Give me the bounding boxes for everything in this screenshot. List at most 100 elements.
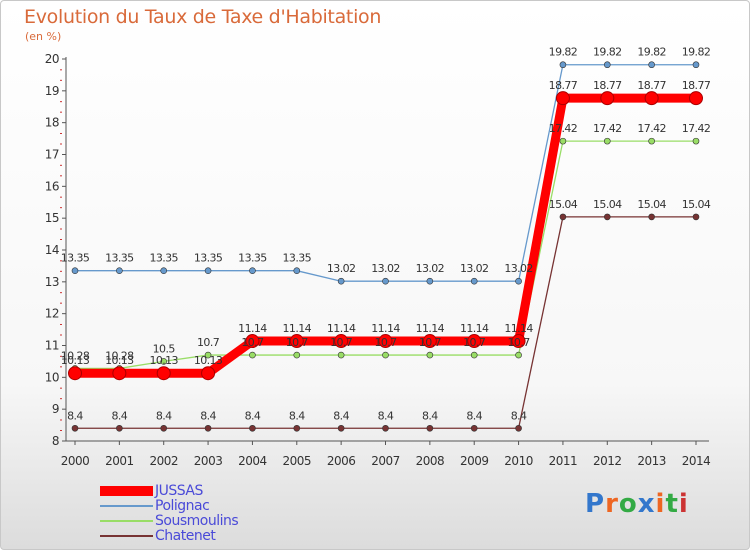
x-tick-label: 2011 <box>549 454 578 468</box>
data-point <box>160 424 168 432</box>
data-label: 18.77 <box>682 79 711 92</box>
data-point <box>160 267 168 274</box>
data-point <box>559 137 567 145</box>
data-point <box>692 61 700 69</box>
y-tick-label: 10 <box>45 370 59 384</box>
data-label: 17.42 <box>593 122 622 135</box>
y-minor-tick <box>60 366 62 368</box>
y-minor-tick <box>60 387 62 389</box>
data-label: 19.82 <box>682 46 711 59</box>
legend-swatch <box>100 486 153 496</box>
data-label: 11.14 <box>416 322 445 335</box>
data-point <box>426 277 434 285</box>
data-label: 10.13 <box>105 354 134 367</box>
data-label: 19.82 <box>549 46 578 59</box>
data-label: 13.35 <box>105 252 134 265</box>
logo-letter: x <box>637 489 656 519</box>
y-tick-label: 19 <box>45 84 59 98</box>
data-label: 13.35 <box>238 252 267 265</box>
legend-label: Sousmoulins <box>155 513 239 529</box>
data-point <box>603 213 611 221</box>
data-label: 10.7 <box>374 336 397 349</box>
data-label: 10.13 <box>149 354 178 367</box>
y-minor-tick <box>60 334 62 336</box>
data-point <box>249 351 256 359</box>
y-minor-tick <box>60 302 62 304</box>
data-label: 13.35 <box>61 252 90 265</box>
data-point <box>648 213 655 221</box>
data-label: 10.7 <box>286 336 309 349</box>
data-label: 13.02 <box>371 262 400 275</box>
y-minor-tick <box>60 238 62 240</box>
data-point <box>249 267 256 274</box>
data-label: 11.14 <box>283 322 312 335</box>
data-label: 8.4 <box>333 409 349 422</box>
data-point <box>68 366 82 381</box>
data-point <box>156 366 171 381</box>
y-tick-label: 17 <box>45 148 59 162</box>
data-point <box>245 334 260 349</box>
y-minor-tick <box>60 270 62 272</box>
data-point <box>515 424 522 432</box>
legend-swatch <box>100 505 153 507</box>
data-label: 10.13 <box>194 354 223 367</box>
data-point <box>160 358 168 365</box>
data-label: 10.7 <box>330 336 353 349</box>
x-tick-label: 2003 <box>194 454 223 468</box>
y-tick-label: 9 <box>52 402 59 416</box>
data-label: 15.04 <box>593 198 622 211</box>
data-point <box>644 91 659 106</box>
y-tick-label: 13 <box>45 275 59 289</box>
data-label: 10.7 <box>508 336 531 349</box>
y-minor-tick <box>60 164 62 166</box>
data-label: 13.02 <box>327 262 356 275</box>
logo-letter: i <box>655 489 666 519</box>
data-point <box>289 334 304 349</box>
data-label: 19.82 <box>637 46 666 59</box>
data-label: 10.7 <box>241 336 264 349</box>
data-label: 11.14 <box>504 322 533 335</box>
data-point <box>116 424 123 432</box>
y-minor-tick <box>60 323 62 325</box>
data-point <box>422 334 437 349</box>
data-label: 11.14 <box>327 322 356 335</box>
data-label: 10.5 <box>153 342 176 355</box>
data-point <box>382 424 389 432</box>
data-label: 18.77 <box>549 79 578 92</box>
x-tick-label: 2006 <box>327 454 356 468</box>
y-tick-label: 16 <box>45 179 59 193</box>
data-point <box>293 267 301 274</box>
data-label: 18.77 <box>593 79 622 92</box>
logo-letter: i <box>678 489 689 519</box>
data-point <box>470 351 478 359</box>
data-label: 18.77 <box>637 79 666 92</box>
data-label: 10.13 <box>61 354 90 367</box>
data-label: 8.4 <box>466 409 482 422</box>
x-tick-label: 2009 <box>460 454 489 468</box>
data-point <box>378 334 393 349</box>
y-tick-label: 8 <box>52 434 59 448</box>
data-label: 17.42 <box>682 122 711 135</box>
y-tick-label: 14 <box>45 243 59 257</box>
legend-label: Chatenet <box>155 528 216 544</box>
y-minor-tick <box>60 429 62 431</box>
y-minor-tick <box>60 101 62 103</box>
data-label: 15.04 <box>682 198 711 211</box>
x-tick-label: 2004 <box>238 454 267 468</box>
data-label: 8.4 <box>511 409 527 422</box>
x-tick-label: 2001 <box>105 454 134 468</box>
y-minor-tick <box>60 196 62 198</box>
data-label: 8.4 <box>245 409 261 422</box>
data-point <box>334 334 349 349</box>
proxiti-logo: Proxiti <box>585 489 689 519</box>
data-point <box>470 277 478 285</box>
y-minor-tick <box>60 132 62 134</box>
y-minor-tick <box>60 228 62 230</box>
data-label: 13.35 <box>149 252 178 265</box>
x-tick-label: 2014 <box>682 454 711 468</box>
data-point <box>559 61 567 69</box>
data-point <box>71 267 79 274</box>
data-point <box>71 424 79 432</box>
data-label: 13.35 <box>283 252 312 265</box>
